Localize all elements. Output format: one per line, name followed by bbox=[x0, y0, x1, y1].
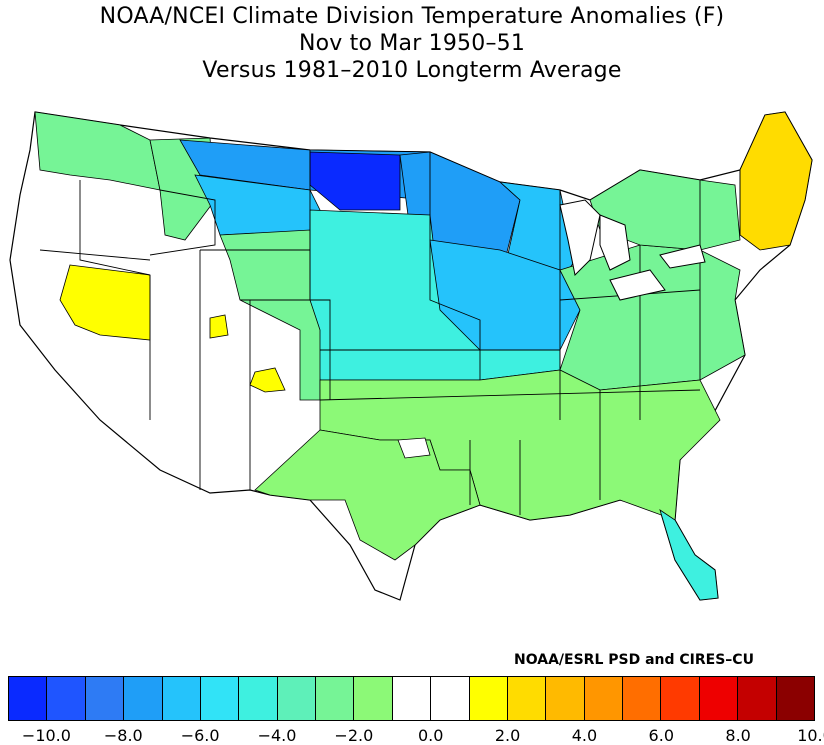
color-scale-cell bbox=[738, 677, 777, 720]
color-scale-cell bbox=[776, 677, 814, 720]
color-scale-tick-label: 8.0 bbox=[725, 726, 751, 745]
region-midwest-east bbox=[429, 239, 581, 351]
region-colorado-park bbox=[249, 367, 286, 393]
color-scale-cell bbox=[661, 677, 700, 720]
color-scale-cell bbox=[277, 677, 316, 720]
color-scale-tick-label: 10.0 bbox=[797, 726, 824, 745]
color-scale-tick-label: −6.0 bbox=[180, 726, 220, 745]
color-scale-cell bbox=[699, 677, 739, 720]
title-line-3: Versus 1981–2010 Longterm Average bbox=[202, 58, 622, 83]
color-scale-cell bbox=[239, 677, 278, 720]
color-scale-cell bbox=[316, 677, 355, 720]
color-scale-cell bbox=[507, 677, 547, 720]
color-scale-tick-label: −2.0 bbox=[334, 726, 374, 745]
color-scale-ticks: −10.0 −8.0 −6.0 −4.0 −2.0 0.0 2.0 4.0 6.0 8.0 10.0 bbox=[0, 726, 824, 745]
region-texas bbox=[254, 429, 481, 561]
region-new-england bbox=[739, 111, 813, 251]
color-scale-tick-label: −8.0 bbox=[103, 726, 143, 745]
state-borders bbox=[39, 150, 741, 515]
color-scale-cell bbox=[623, 677, 662, 720]
color-scale-tick-label: −10.0 bbox=[21, 726, 71, 745]
color-scale-cell bbox=[392, 677, 432, 720]
region-florida bbox=[659, 509, 719, 601]
color-scale-cell bbox=[9, 677, 48, 720]
color-scale-cell bbox=[469, 677, 508, 720]
color-scale-cell bbox=[354, 677, 393, 720]
color-scale-cell bbox=[584, 677, 623, 720]
color-scale-cell bbox=[200, 677, 240, 720]
great-lakes bbox=[559, 199, 706, 301]
title-line-1: NOAA/NCEI Climate Division Temperature A… bbox=[99, 4, 725, 29]
region-pacific-northwest bbox=[34, 111, 161, 191]
color-scale-tick-label: 2.0 bbox=[494, 726, 521, 745]
color-scale-cell bbox=[85, 677, 125, 720]
color-scale-bar bbox=[8, 676, 815, 721]
data-credit: NOAA/ESRL PSD and CIRES–CU bbox=[514, 652, 754, 668]
title-line-2: Nov to Mar 1950–51 bbox=[298, 31, 526, 56]
region-oklahoma-normal bbox=[397, 437, 431, 459]
color-scale-tick-label: 4.0 bbox=[571, 726, 598, 745]
color-scale-tick-label: −4.0 bbox=[257, 726, 297, 745]
color-scale-cell bbox=[124, 677, 163, 720]
region-utah-east bbox=[209, 314, 229, 339]
color-scale-tick-label: 0.0 bbox=[417, 726, 444, 745]
color-scale-cell bbox=[47, 677, 86, 720]
us-climate-division-map bbox=[9, 111, 813, 601]
color-scale-cell bbox=[546, 677, 585, 720]
color-scale-tick-label: 6.0 bbox=[648, 726, 675, 745]
region-ohio-valley bbox=[559, 244, 746, 391]
color-scale-cell bbox=[431, 677, 470, 720]
color-scale-cell bbox=[162, 677, 201, 720]
